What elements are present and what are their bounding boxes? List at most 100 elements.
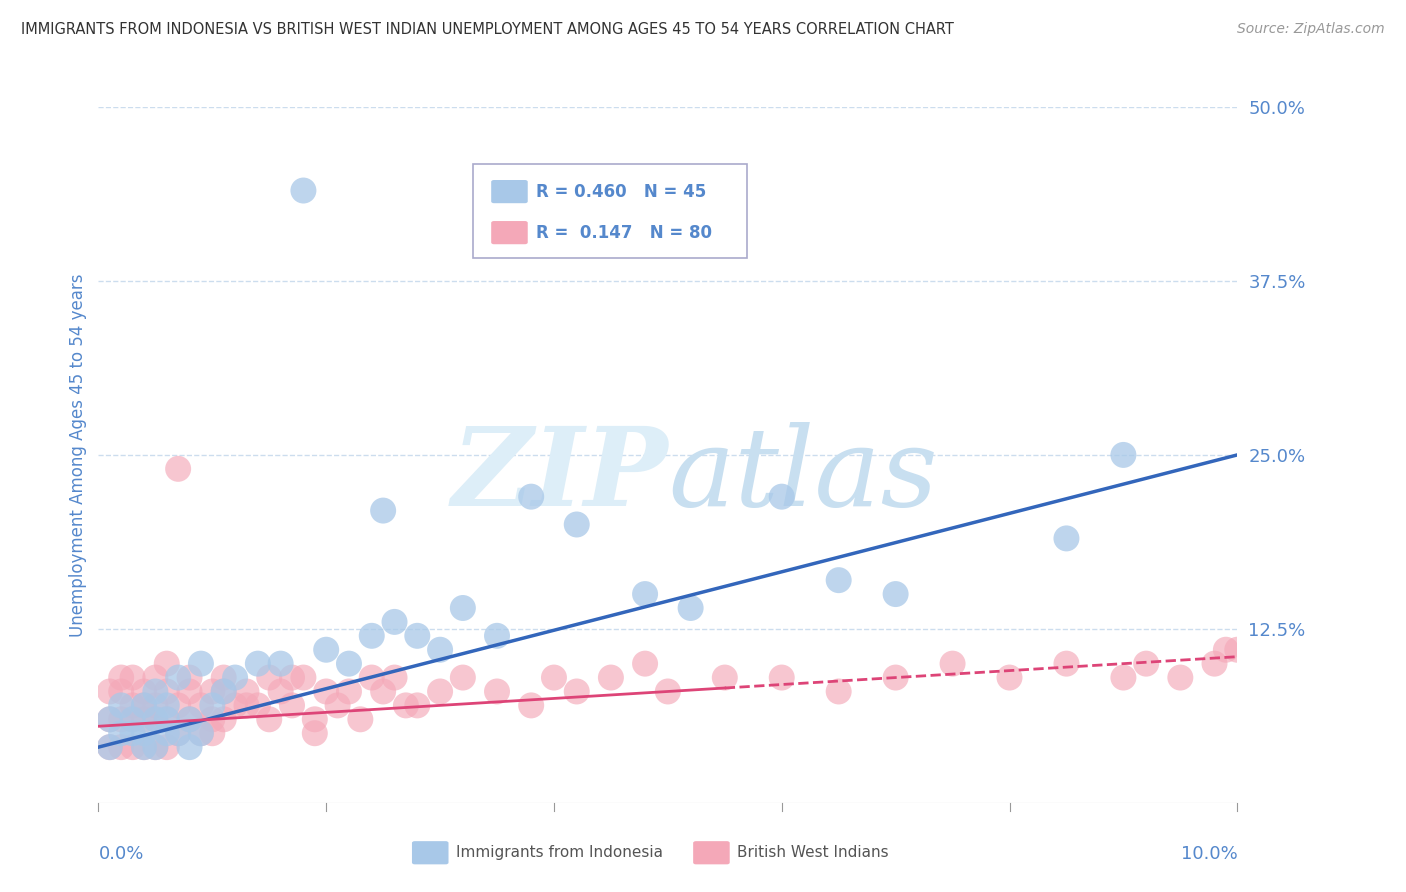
- Point: [1226, 642, 1249, 657]
- Point: [121, 740, 143, 755]
- Point: [121, 671, 143, 685]
- Point: [212, 671, 235, 685]
- Point: [190, 726, 212, 740]
- Point: [543, 671, 565, 685]
- Point: [520, 698, 543, 713]
- Point: [1135, 657, 1157, 671]
- Point: [770, 490, 793, 504]
- Point: [1056, 657, 1078, 671]
- Point: [167, 462, 190, 476]
- Point: [167, 698, 190, 713]
- Point: [1170, 671, 1192, 685]
- Text: 10.0%: 10.0%: [1181, 845, 1237, 863]
- Point: [156, 740, 179, 755]
- Point: [1056, 532, 1078, 546]
- Point: [156, 712, 179, 726]
- Point: [98, 684, 121, 698]
- Point: [121, 698, 143, 713]
- Text: atlas: atlas: [668, 422, 938, 530]
- Point: [384, 615, 406, 629]
- Point: [132, 740, 155, 755]
- Text: Immigrants from Indonesia: Immigrants from Indonesia: [456, 846, 662, 860]
- Text: ZIP: ZIP: [451, 422, 668, 530]
- Point: [235, 684, 257, 698]
- Point: [145, 712, 167, 726]
- Point: [201, 726, 224, 740]
- Point: [634, 657, 657, 671]
- Point: [145, 740, 167, 755]
- Point: [304, 726, 326, 740]
- Point: [259, 712, 281, 726]
- Point: [360, 629, 382, 643]
- Text: IMMIGRANTS FROM INDONESIA VS BRITISH WEST INDIAN UNEMPLOYMENT AMONG AGES 45 TO 5: IMMIGRANTS FROM INDONESIA VS BRITISH WES…: [21, 22, 953, 37]
- Point: [520, 490, 543, 504]
- Point: [1112, 448, 1135, 462]
- Point: [121, 712, 143, 726]
- Point: [132, 712, 155, 726]
- Point: [714, 671, 737, 685]
- Point: [315, 642, 337, 657]
- Point: [190, 726, 212, 740]
- Point: [565, 517, 588, 532]
- Point: [679, 601, 702, 615]
- Point: [451, 671, 474, 685]
- Point: [281, 698, 304, 713]
- Point: [179, 684, 201, 698]
- Point: [600, 671, 623, 685]
- Point: [942, 657, 965, 671]
- Point: [145, 712, 167, 726]
- Point: [156, 698, 179, 713]
- Point: [145, 671, 167, 685]
- Point: [156, 657, 179, 671]
- Point: [828, 684, 851, 698]
- Point: [634, 587, 657, 601]
- Point: [190, 698, 212, 713]
- Point: [145, 740, 167, 755]
- Point: [486, 684, 509, 698]
- Point: [270, 684, 292, 698]
- Text: British West Indians: British West Indians: [737, 846, 889, 860]
- Point: [212, 712, 235, 726]
- Point: [98, 712, 121, 726]
- Point: [110, 740, 132, 755]
- Point: [884, 587, 907, 601]
- Point: [337, 657, 360, 671]
- Text: 0.0%: 0.0%: [98, 845, 143, 863]
- Point: [132, 698, 155, 713]
- Point: [132, 684, 155, 698]
- Point: [828, 573, 851, 587]
- Point: [1215, 642, 1237, 657]
- Point: [110, 712, 132, 726]
- Point: [429, 684, 451, 698]
- Point: [132, 726, 155, 740]
- Point: [156, 726, 179, 740]
- Point: [281, 671, 304, 685]
- Point: [145, 684, 167, 698]
- Point: [98, 740, 121, 755]
- Text: R = 0.460   N = 45: R = 0.460 N = 45: [536, 183, 706, 201]
- Point: [167, 726, 190, 740]
- Point: [1112, 671, 1135, 685]
- Point: [110, 671, 132, 685]
- Point: [132, 698, 155, 713]
- Point: [270, 657, 292, 671]
- Text: R =  0.147   N = 80: R = 0.147 N = 80: [536, 224, 713, 242]
- Point: [98, 712, 121, 726]
- Point: [224, 671, 246, 685]
- Point: [451, 601, 474, 615]
- Point: [110, 684, 132, 698]
- Point: [179, 712, 201, 726]
- Point: [373, 503, 395, 517]
- Point: [121, 726, 143, 740]
- Point: [235, 698, 257, 713]
- Point: [406, 629, 429, 643]
- Point: [212, 684, 235, 698]
- Point: [190, 657, 212, 671]
- Point: [565, 684, 588, 698]
- Point: [179, 671, 201, 685]
- Text: Source: ZipAtlas.com: Source: ZipAtlas.com: [1237, 22, 1385, 37]
- Point: [384, 671, 406, 685]
- Point: [998, 671, 1021, 685]
- Point: [179, 712, 201, 726]
- Point: [156, 684, 179, 698]
